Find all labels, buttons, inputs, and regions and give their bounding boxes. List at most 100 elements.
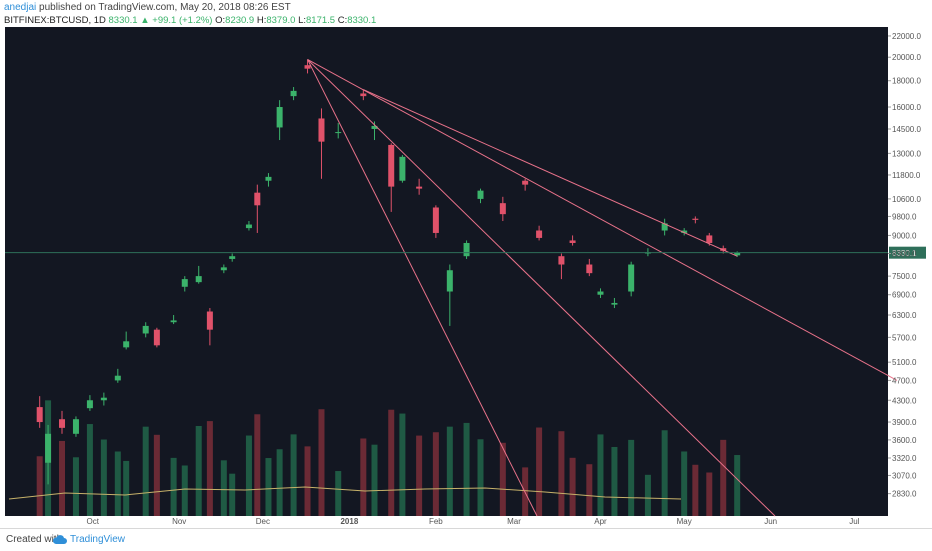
time-tick-label: Dec <box>256 517 270 526</box>
price-tick-label: 6300.0 <box>892 311 917 320</box>
volume-bar <box>123 460 130 516</box>
price-tick-label: 5100.0 <box>892 358 917 367</box>
volume-bar <box>229 473 236 516</box>
volume-bar <box>304 446 311 516</box>
volume-bar <box>569 457 576 516</box>
symbol-line: BITFINEX:BTCUSD, 1D 8330.1 ▲ +99.1 (+1.2… <box>4 15 376 26</box>
trendline <box>307 59 776 517</box>
time-tick-label: Mar <box>507 517 521 526</box>
candle-body <box>360 93 367 97</box>
volume-bar <box>181 465 188 516</box>
price-tick-label: 3600.0 <box>892 436 917 445</box>
candle-body <box>335 132 342 134</box>
candle-body <box>692 218 699 220</box>
publish-info: published on TradingView.com, May 20, 20… <box>39 2 291 13</box>
tradingview-brand[interactable]: TradingView <box>70 534 126 545</box>
price-tick-label: 22000.0 <box>892 32 921 41</box>
candle-body <box>446 270 453 292</box>
volume-ma-line <box>8 486 682 500</box>
candle-body <box>432 207 439 233</box>
volume-bar <box>388 409 395 516</box>
price-tick-label: 11800.0 <box>892 171 921 180</box>
price-tick-label: 9800.0 <box>892 212 917 221</box>
footer: Created with TradingView <box>0 528 932 551</box>
candle-body <box>195 276 202 283</box>
symbol-name[interactable]: BITFINEX:BTCUSD, 1D <box>4 15 106 26</box>
candle-body <box>254 192 261 206</box>
time-tick-label: May <box>677 517 692 526</box>
volume-bar <box>536 427 543 516</box>
tradingview-cloud-icon <box>52 533 68 551</box>
price-tick-label: 3900.0 <box>892 418 917 427</box>
plot-background <box>5 27 888 516</box>
price-tick-label: 13000.0 <box>892 149 921 158</box>
high-value: 8379.0 <box>266 15 296 26</box>
volume-bar <box>477 439 484 516</box>
volume-bar <box>681 451 688 516</box>
volume-bar <box>142 426 149 516</box>
volume-bar <box>318 409 325 516</box>
candle-body <box>558 256 565 265</box>
candle-body <box>706 235 713 243</box>
candle-body <box>399 156 406 181</box>
candle-body <box>245 224 252 229</box>
price-tick-label: 10600.0 <box>892 195 921 204</box>
candle-body <box>522 180 529 185</box>
candle-body <box>45 433 52 463</box>
price-tick-label: 8300.0 <box>892 249 917 258</box>
volume-bar <box>432 432 439 516</box>
price-tick-label: 3320.0 <box>892 454 917 463</box>
trendline <box>307 59 538 517</box>
candle-body <box>86 400 93 409</box>
volume-bar <box>734 455 741 516</box>
candle-body <box>100 397 107 401</box>
candle-body <box>536 230 543 238</box>
author-link[interactable]: anedjai <box>4 2 37 13</box>
trendline <box>363 89 738 257</box>
volume-bar <box>558 431 565 516</box>
candle-body <box>463 242 470 257</box>
price-tick-label: 7500.0 <box>892 272 917 281</box>
candle-body <box>181 279 188 287</box>
volume-bar <box>499 442 506 516</box>
volume-bar <box>114 451 121 516</box>
candle-body <box>142 325 149 334</box>
time-axis[interactable] <box>5 516 888 527</box>
candle-body <box>36 407 43 423</box>
candle-body <box>569 240 576 243</box>
chart-header: anedjai published on TradingView.com, Ma… <box>0 0 932 28</box>
time-tick-label: Nov <box>172 517 186 526</box>
candle-body <box>220 267 227 271</box>
volume-bar <box>245 435 252 516</box>
volume-bar <box>597 434 604 516</box>
candle-body <box>72 419 79 434</box>
price-tick-label: 2830.0 <box>892 490 917 499</box>
created-with-text: Created with <box>6 534 63 545</box>
price-tick-label: 20000.0 <box>892 53 921 62</box>
volume-bar <box>170 457 177 516</box>
price-axis[interactable] <box>888 27 927 527</box>
volume-moving-average <box>8 486 682 500</box>
volume-bars <box>36 400 741 516</box>
open-value: 8230.9 <box>225 15 255 26</box>
volume-bar <box>720 439 727 516</box>
candle-body <box>681 230 688 233</box>
volume-bar <box>36 456 43 516</box>
candle-body <box>206 311 213 330</box>
volume-bar <box>220 460 227 516</box>
candles <box>36 59 741 485</box>
volume-bar <box>661 430 668 516</box>
price-tick-label: 14500.0 <box>892 125 921 134</box>
price-tick-label: 4700.0 <box>892 376 917 385</box>
high-label: H: <box>256 15 267 26</box>
price-chart[interactable]: 8330.1 22000.0 20000.0 18000.0 16000.0 14500… <box>5 27 927 527</box>
time-tick-label: 2018 <box>340 517 358 526</box>
candle-body <box>265 176 272 181</box>
time-tick-label: Oct <box>86 517 99 526</box>
publish-line: anedjai published on TradingView.com, Ma… <box>4 2 291 13</box>
volume-bar <box>446 426 453 516</box>
trendlines[interactable] <box>307 59 898 517</box>
candle-body <box>304 65 311 69</box>
price-tick-labels: 22000.0 20000.0 18000.0 16000.0 14500.0 13000… <box>888 32 921 499</box>
trendline <box>307 59 898 381</box>
